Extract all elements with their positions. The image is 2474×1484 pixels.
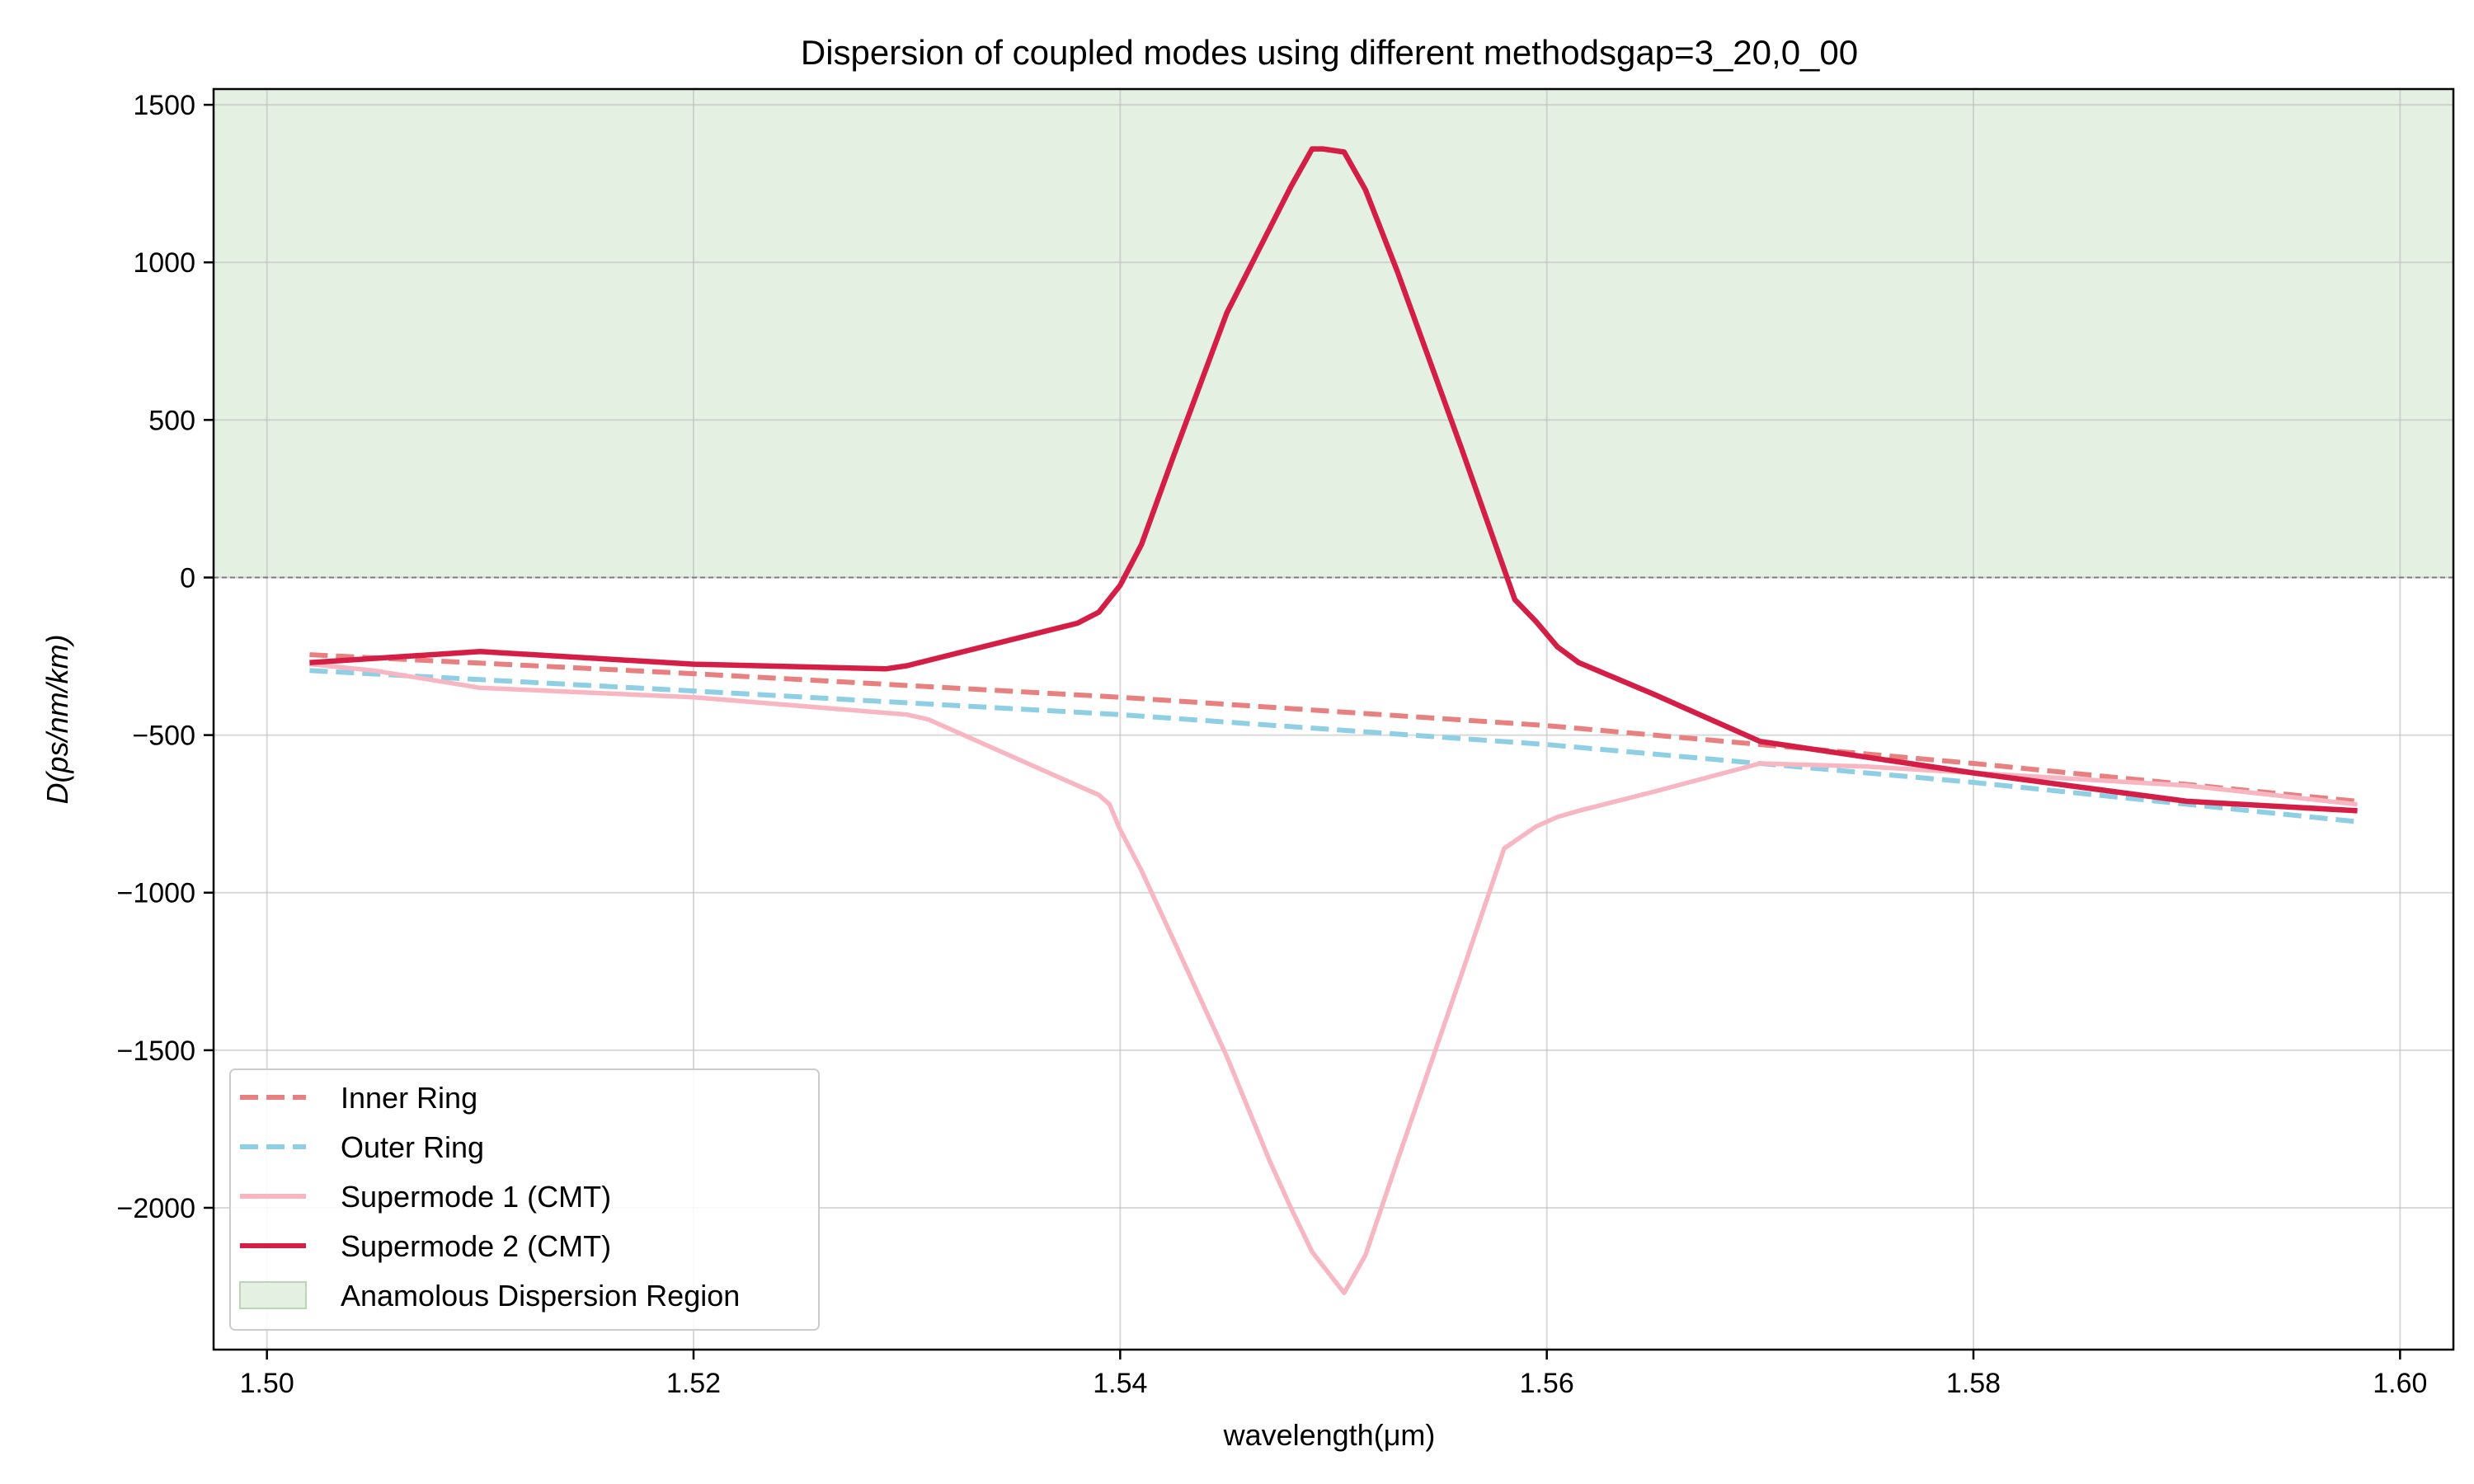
legend-label-1: Inner Ring — [341, 1081, 477, 1115]
x-tick-label: 1.56 — [1520, 1368, 1574, 1399]
series-group — [309, 146, 2358, 1295]
legend: Inner Ring Outer Ring Supermode 1 (CMT) Sup… — [229, 1068, 820, 1331]
legend-box — [229, 1068, 820, 1331]
y-tick-label: 1500 — [133, 90, 195, 121]
legend-label-2: Outer Ring — [341, 1130, 484, 1164]
chart-title: Dispersion of coupled modes using differ… — [801, 33, 1858, 72]
anomalous-region-fill — [214, 89, 2453, 578]
series-line-2 — [309, 668, 2358, 824]
y-tick-label: −1500 — [117, 1036, 196, 1067]
y-axis: 1500 1000 500 0 −500 −1000 −1500 −2000 — [117, 90, 214, 1224]
series-line-4 — [309, 146, 2358, 814]
y-tick-label: −1000 — [117, 878, 196, 909]
y-tick-label: 1000 — [133, 247, 195, 279]
x-tick-label: 1.50 — [240, 1368, 294, 1399]
y-tick-label: −2000 — [117, 1193, 196, 1224]
y-axis-label: D(ps/nm/km) — [40, 635, 74, 805]
legend-label-4: Supermode 2 (CMT) — [341, 1229, 611, 1263]
legend-label-3: Supermode 1 (CMT) — [341, 1180, 611, 1214]
series-line-3 — [309, 661, 2358, 1295]
plot-frame — [212, 87, 2455, 1351]
x-tick-label: 1.52 — [666, 1368, 721, 1399]
y-tick-label: 500 — [148, 405, 195, 436]
x-axis: 1.50 1.52 1.54 1.56 1.58 1.60 — [240, 1350, 2427, 1399]
series-line-1 — [309, 652, 2358, 804]
legend-swatch-region — [239, 1281, 307, 1309]
x-tick-label: 1.58 — [1946, 1368, 2001, 1399]
y-tick-label: −500 — [132, 721, 195, 752]
x-tick-label: 1.54 — [1093, 1368, 1147, 1399]
x-tick-label: 1.60 — [2373, 1368, 2427, 1399]
legend-label-5: Anamolous Dispersion Region — [341, 1279, 740, 1313]
x-axis-label: wavelength(μm) — [1223, 1418, 1436, 1452]
y-tick-label: 0 — [180, 562, 195, 594]
